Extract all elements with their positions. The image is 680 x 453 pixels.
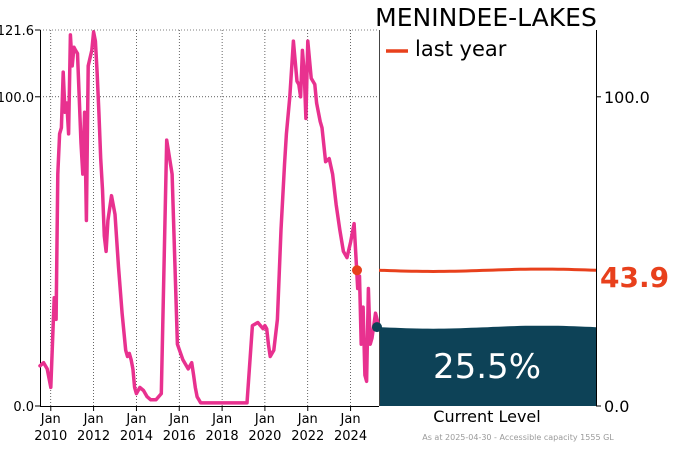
current-level-fill [379, 325, 596, 406]
x-tick-label-month: Jan [340, 412, 361, 427]
current-level-caption: Current Level [433, 407, 540, 426]
x-tick-label-month: Jan [83, 412, 104, 427]
x-tick-label-year: 2014 [120, 429, 153, 444]
footnote: As at 2025-04-30 - Accessible capacity 1… [422, 433, 614, 442]
x-tick-label-year: 2016 [163, 429, 196, 444]
current-level-percent: 25.5% [433, 347, 541, 387]
x-tick-label-month: Jan [297, 412, 318, 427]
x-tick-label-year: 2018 [206, 429, 239, 444]
x-tick-label-month: Jan [211, 412, 232, 427]
left-y-tick-label: 100.0 [0, 91, 34, 106]
chart-grid [40, 29, 379, 406]
right-y-axis-ticks: 0.0 100.0 [596, 88, 650, 416]
x-tick-label-year: 2020 [248, 429, 281, 444]
x-axis-ticks: Jan 2010 Jan 2012 Jan 2014 Jan 2016 Jan 2018 Jan 20… [34, 406, 367, 444]
last-year-value: 43.9 [600, 261, 669, 294]
x-tick-label-year: 2024 [334, 429, 367, 444]
x-tick-label-month: Jan [125, 412, 146, 427]
x-tick-label-month: Jan [168, 412, 189, 427]
x-tick-label-month: Jan [254, 412, 275, 427]
last-year-marker [352, 265, 363, 276]
storage-series-line [38, 30, 381, 405]
current-level-marker [372, 322, 382, 333]
x-tick-label-month: Jan [40, 412, 61, 427]
left-y-axis-ticks: 0.0 100.0 121.6 [0, 24, 40, 415]
x-tick-label-year: 2012 [77, 429, 110, 444]
last-year-line [378, 267, 597, 274]
left-y-tick-label: 121.6 [0, 24, 34, 39]
chart-title: MENINDEE-LAKES [375, 3, 597, 32]
legend-label: last year [415, 37, 507, 61]
x-tick-label-year: 2022 [291, 429, 324, 444]
right-y-tick-label: 100.0 [604, 88, 650, 107]
right-y-tick-label: 0.0 [604, 397, 629, 416]
left-y-tick-label: 0.0 [13, 400, 34, 415]
x-tick-label-year: 2010 [34, 429, 67, 444]
